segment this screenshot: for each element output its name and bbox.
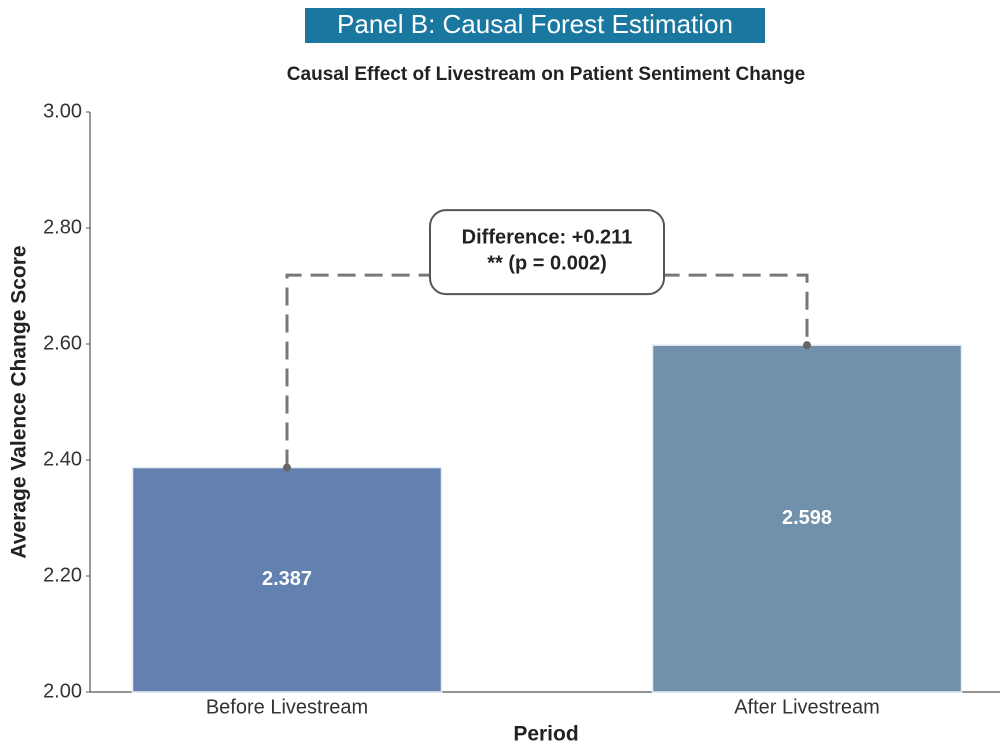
y-tick-label: 2.80 (43, 216, 82, 238)
panel-title: Panel B: Causal Forest Estimation (337, 9, 733, 39)
x-axis-label: Period (513, 723, 578, 746)
panel-title-box (305, 8, 765, 43)
annotation-box (429, 209, 665, 296)
x-tick-label: Before Livestream (206, 696, 368, 718)
y-tick-label: 2.00 (43, 680, 82, 702)
difference-bracket (285, 273, 809, 468)
annotation-text: Difference: +0.211 (462, 226, 633, 248)
bar (651, 344, 963, 693)
y-axis-label: Average Valence Change Score (8, 245, 31, 558)
y-tick-label: 2.60 (43, 332, 82, 354)
value-label: 2.387 (262, 568, 312, 590)
annotation-text: ** (p = 0.002) (487, 252, 607, 274)
y-tick-label: 2.40 (43, 448, 82, 470)
bracket-end (803, 341, 811, 350)
value-label: 2.598 (782, 507, 832, 529)
bracket-end (283, 463, 291, 472)
bar (131, 466, 443, 693)
chart-title: Causal Effect of Livestream on Patient S… (287, 64, 805, 85)
y-tick-label: 2.20 (43, 564, 82, 586)
x-tick-label: After Livestream (734, 696, 880, 718)
y-tick-label: 3.00 (43, 100, 82, 122)
